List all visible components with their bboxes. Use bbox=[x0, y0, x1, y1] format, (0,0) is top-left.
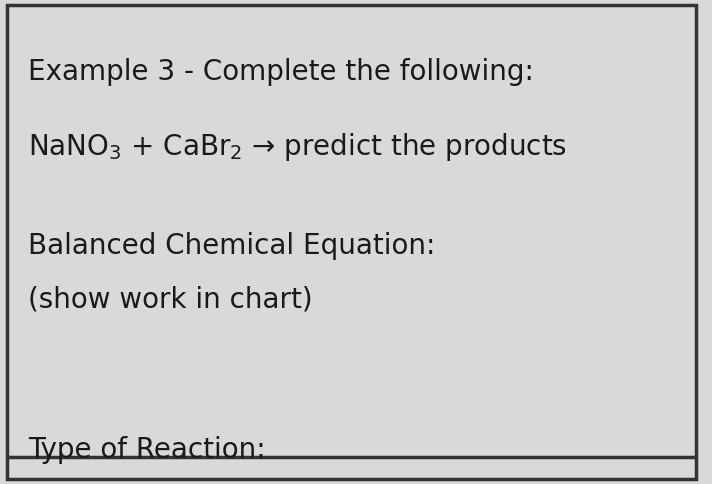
Text: Type of Reaction:: Type of Reaction: bbox=[28, 436, 266, 464]
FancyBboxPatch shape bbox=[7, 5, 696, 479]
Text: (show work in chart): (show work in chart) bbox=[28, 286, 313, 314]
Text: Balanced Chemical Equation:: Balanced Chemical Equation: bbox=[28, 232, 436, 260]
Text: Example 3 - Complete the following:: Example 3 - Complete the following: bbox=[28, 58, 534, 86]
Text: NaNO$_3$ + CaBr$_2$ → predict the products: NaNO$_3$ + CaBr$_2$ → predict the produc… bbox=[28, 131, 567, 163]
